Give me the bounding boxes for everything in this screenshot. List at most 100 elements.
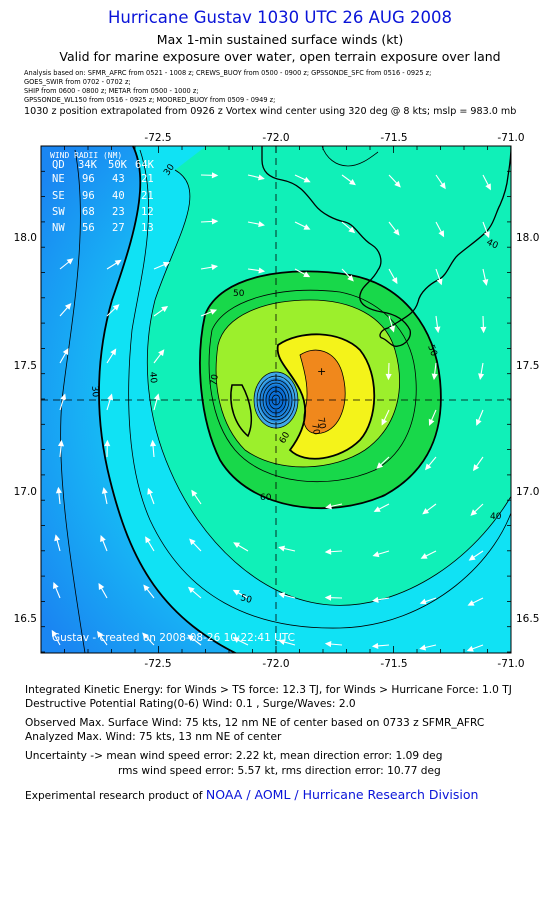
wind-vector-head [347, 274, 354, 282]
wind-radii-cell: 68 [82, 206, 95, 218]
wind-vector-head [51, 629, 58, 637]
wind-vector-head [431, 373, 438, 381]
wind-radii-cell: NW [52, 222, 65, 234]
wind-vector-head [150, 439, 157, 447]
wind-vector-head [478, 373, 485, 381]
ike-line: Integrated Kinetic Energy: for Winds > T… [25, 684, 512, 696]
source-line-3: SHIP from 0600 - 0800 z; METAR from 0500… [24, 87, 199, 95]
wind-vector-head [428, 418, 435, 426]
wind-vector-head [389, 325, 396, 333]
wind-vector-head [54, 534, 61, 542]
wind-vector-head [371, 642, 379, 649]
wind-radii-header-cell: 34K [78, 159, 98, 171]
wind-vector-head [158, 349, 165, 357]
wind-radii-cell: 40 [112, 190, 125, 202]
wind-radii-cell: 21 [141, 173, 154, 185]
wind-radii-cell: SW [52, 206, 65, 218]
wind-vector-head [482, 279, 489, 286]
contour-label: 40 [490, 512, 502, 522]
wind-vector-head [303, 271, 311, 278]
wind-vector-head [485, 183, 491, 191]
wind-vector-head [187, 634, 195, 641]
wind-vector-head [211, 264, 219, 271]
wind-vector-head [484, 231, 490, 239]
wind-vector-head [419, 598, 427, 605]
wind-vector-head [55, 486, 62, 494]
center-crosshair [41, 146, 511, 653]
wind-vector-head [373, 506, 381, 512]
source-line-1: Analysis based on: SFMR_AFRC from 0521 -… [24, 69, 432, 77]
wind-radii-header-cell: QD [52, 159, 65, 171]
wind-vector-head [420, 553, 428, 559]
wind-radii-row: NE 96 43 21 [52, 173, 154, 185]
wind-vector-head [187, 586, 195, 594]
creation-credit: Gustav - created on 2008-08-26 10:22:41 … [52, 632, 295, 644]
lon-bottom-2: -72.0 [262, 658, 289, 670]
wind-radii-cell: 21 [141, 190, 154, 202]
wind-radii-cell: 96 [82, 190, 95, 202]
wind-vector-head [232, 589, 240, 596]
band-70 [300, 350, 346, 434]
wind-vector-head [98, 582, 105, 590]
wind-vector-head [145, 536, 151, 544]
wind-radii-cell: NE [52, 173, 65, 185]
wind-radii-row: SW 68 23 12 [52, 206, 154, 218]
wind-vector-head [278, 545, 286, 552]
lat-left-1: 18.0 [14, 232, 37, 244]
wind-vector-head [470, 509, 478, 516]
wind-vector-head [466, 645, 474, 652]
observed-max-wind: Observed Max. Surface Wind: 75 kts, 12 n… [25, 717, 485, 729]
wind-vector-head [385, 373, 392, 381]
wind-vector-head [232, 637, 240, 643]
lat-left-3: 17.0 [14, 486, 37, 498]
wind-vector-head [162, 261, 170, 268]
wind-radii-row: NW 56 27 13 [52, 222, 154, 234]
wind-vector-head [62, 348, 69, 356]
wind-vector-head [233, 542, 241, 549]
wind-vector-head [60, 393, 67, 401]
wind-vector-head [142, 632, 149, 640]
wind-radii-cell: 96 [82, 173, 95, 185]
wind-vector-head [303, 224, 311, 230]
wind-vector-head [153, 393, 160, 401]
wind-radii-cell: 43 [112, 173, 125, 185]
wind-vector-head [57, 439, 65, 447]
contour-label: 50 [239, 593, 253, 606]
wind-vector-head [472, 464, 480, 472]
wind-vector-head [475, 418, 482, 426]
wind-radii-title: WIND RADII (NM) [50, 151, 122, 160]
wind-vector-head [278, 639, 286, 645]
wind-vector-head [434, 326, 441, 334]
source-line-2: GOES_SWIR from 0702 - 0702 z; [24, 78, 131, 86]
wind-vector-head [480, 326, 487, 334]
wind-vector-head [424, 463, 432, 471]
wind-radii-cell: SE [52, 190, 65, 202]
wind-vector-head [391, 277, 398, 285]
band-60-crescent [230, 384, 253, 438]
lon-top-1: -72.5 [144, 132, 171, 144]
analyzed-max-wind: Analyzed Max. Wind: 75 kts, 13 nm NE of … [25, 731, 282, 743]
wind-vector-head [278, 592, 286, 599]
wind-vector-head [258, 221, 265, 228]
wind-vector-head [381, 418, 388, 426]
wind-vector-head [467, 600, 475, 606]
uncertainty-mean: Uncertainty -> mean wind speed error: 2.… [25, 750, 443, 762]
contour-label: 60 [260, 493, 272, 503]
hispaniola-coastline [261, 146, 511, 347]
wind-radii-cell: 23 [112, 206, 125, 218]
lat-right-1: 18.0 [516, 232, 539, 244]
wind-vector-head [161, 305, 169, 313]
wind-vector-head [191, 489, 198, 497]
wind-vector-head [371, 596, 379, 603]
contour-label: 40 [147, 371, 158, 384]
wind-vector-head [376, 462, 384, 469]
wind-vector-head [211, 218, 219, 225]
wind-vector-head [143, 584, 150, 592]
lat-left-4: 16.5 [14, 613, 37, 625]
wind-vector-head [189, 538, 196, 546]
lon-bottom-4: -71.0 [497, 658, 524, 670]
wind-radii-header: QD 34K 50K 64K [52, 159, 155, 171]
wind-vector-head [349, 179, 356, 186]
noaa-aoml-hrd-link[interactable]: NOAA / AOML / Hurricane Research Divisio… [205, 787, 479, 802]
wind-map: + -72.5 -72.0 -71.5 -71.0 -72.5 -72.0 -7… [14, 132, 540, 670]
